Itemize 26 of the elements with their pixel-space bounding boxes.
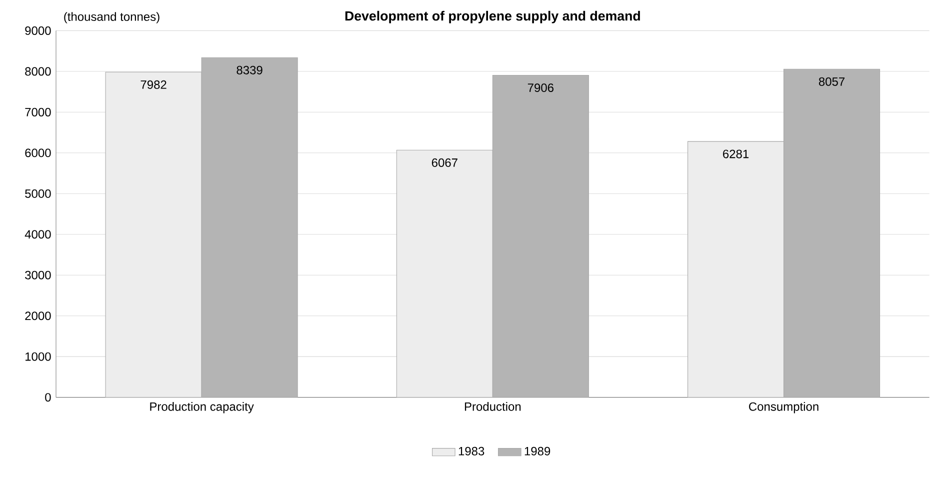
y-tick-label: 1000 (26, 352, 51, 361)
data-label: 7906 (528, 84, 554, 92)
x-tick-label: Consumption (749, 402, 818, 414)
bar (784, 68, 880, 398)
legend-label: 1983 (458, 446, 484, 456)
data-label: 6067 (432, 158, 458, 167)
y-axis-title: (thousand tonnes) (64, 12, 160, 24)
y-tick-label: 5000 (25, 189, 51, 198)
y-tick-label: 2000 (25, 312, 51, 320)
y-tick-label: 8000 (25, 67, 51, 76)
y-tick-label: 9000 (25, 26, 51, 35)
data-label: 8057 (818, 77, 845, 86)
y-tick-label: 6000 (25, 148, 51, 158)
y-tick-label: 0 (45, 393, 51, 402)
y-tick-label: 4000 (24, 230, 51, 239)
data-label: 7982 (140, 80, 166, 89)
y-tick-label: 3000 (25, 270, 51, 280)
y-tick-label: 7000 (25, 108, 51, 116)
legend-label: 1989 (524, 446, 550, 456)
bar (492, 74, 589, 398)
chart-title: Development of propylene supply and demand (345, 10, 640, 24)
x-tick-label: Production capacity (150, 402, 254, 414)
bar (201, 57, 298, 398)
data-label: 6281 (723, 150, 749, 158)
x-tick-label: Production (464, 402, 521, 411)
data-label: 8339 (236, 66, 262, 74)
